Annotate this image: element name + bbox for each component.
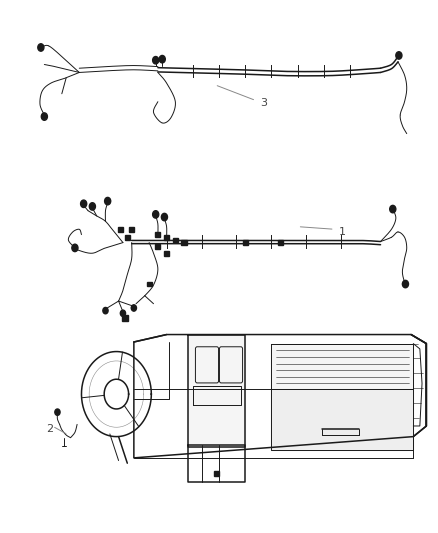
Text: 1: 1 xyxy=(339,227,346,237)
Bar xyxy=(278,240,283,245)
Circle shape xyxy=(103,308,108,314)
Circle shape xyxy=(38,44,44,51)
Circle shape xyxy=(403,280,409,288)
Bar xyxy=(164,251,169,256)
Bar xyxy=(164,235,169,240)
Bar xyxy=(243,240,248,245)
Circle shape xyxy=(105,197,111,205)
Circle shape xyxy=(152,211,159,218)
Circle shape xyxy=(120,310,126,317)
Text: 3: 3 xyxy=(261,98,268,108)
Circle shape xyxy=(41,113,47,120)
Bar xyxy=(118,227,124,232)
Circle shape xyxy=(81,200,87,207)
Bar xyxy=(214,471,219,477)
Bar xyxy=(122,316,128,321)
Circle shape xyxy=(131,305,137,311)
Circle shape xyxy=(161,213,167,221)
Bar xyxy=(147,281,152,286)
Bar xyxy=(173,238,178,243)
Circle shape xyxy=(396,52,402,59)
Circle shape xyxy=(89,203,95,210)
Bar xyxy=(155,232,160,237)
Circle shape xyxy=(55,409,60,415)
Circle shape xyxy=(72,244,78,252)
Bar xyxy=(129,227,134,232)
Bar xyxy=(155,245,160,249)
Circle shape xyxy=(159,55,165,63)
Polygon shape xyxy=(188,335,245,447)
Circle shape xyxy=(390,205,396,213)
Polygon shape xyxy=(272,389,413,450)
Polygon shape xyxy=(272,344,413,389)
Bar xyxy=(181,240,187,245)
Bar xyxy=(125,235,130,240)
Circle shape xyxy=(152,56,159,64)
Text: 2: 2 xyxy=(46,424,54,434)
